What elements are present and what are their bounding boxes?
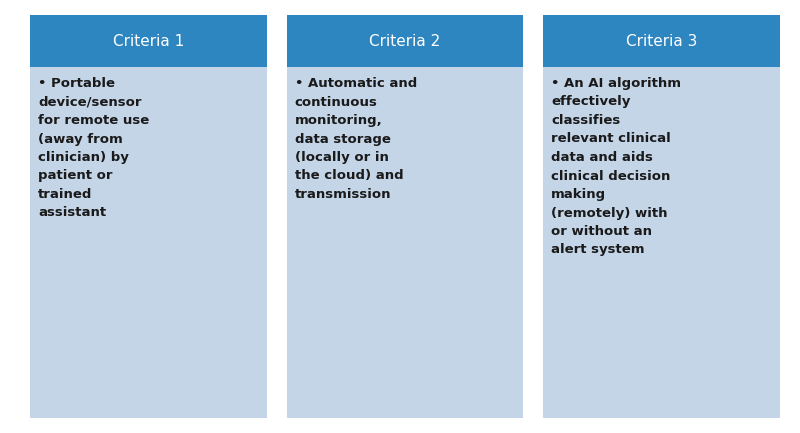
Text: Criteria 3: Criteria 3 <box>626 33 698 48</box>
FancyBboxPatch shape <box>30 15 266 67</box>
Text: Criteria 2: Criteria 2 <box>370 33 441 48</box>
Text: • An AI algorithm
effectively
classifies
relevant clinical
data and aids
clinica: • An AI algorithm effectively classifies… <box>551 77 682 256</box>
FancyBboxPatch shape <box>30 15 266 418</box>
FancyBboxPatch shape <box>543 15 780 418</box>
Text: • Automatic and
continuous
monitoring,
data storage
(locally or in
the cloud) an: • Automatic and continuous monitoring, d… <box>294 77 417 201</box>
FancyBboxPatch shape <box>286 15 523 67</box>
Text: Criteria 1: Criteria 1 <box>113 33 184 48</box>
FancyBboxPatch shape <box>543 15 780 67</box>
FancyBboxPatch shape <box>286 15 523 418</box>
Text: • Portable
device/sensor
for remote use
(away from
clinician) by
patient or
trai: • Portable device/sensor for remote use … <box>38 77 150 220</box>
